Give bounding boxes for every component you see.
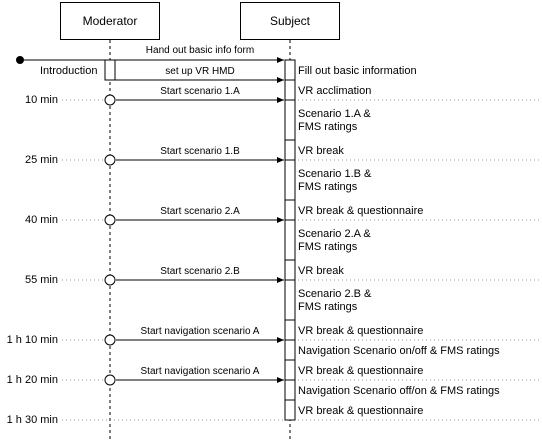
subject-activity-label: Scenario 2.A & FMS ratings xyxy=(298,228,371,253)
subject-activity-label: VR acclimation xyxy=(298,85,372,97)
subject-activation-bars xyxy=(284,59,296,421)
moderator-label: Moderator xyxy=(82,14,138,28)
subject-activity-label: VR break & questionnaire xyxy=(298,405,424,417)
subject-activity-label: VR break xyxy=(298,265,344,277)
timestamp-label: 55 min xyxy=(24,274,58,286)
intro-message-2-label: set up VR HMD xyxy=(165,66,235,77)
subject-activity-label: VR break & questionnaire xyxy=(298,365,424,377)
subject-activity-label: Navigation Scenario on/off & FMS ratings xyxy=(298,345,500,357)
timestamp-label: 1 h 20 min xyxy=(6,374,58,386)
message-label: Start scenario 2.A xyxy=(160,206,240,217)
subject-activity-label: Fill out basic information xyxy=(298,65,417,77)
subject-activity-label: VR break & questionnaire xyxy=(298,205,424,217)
message-label: Start scenario 1.A xyxy=(160,86,240,97)
intro-label: Introduction xyxy=(40,65,98,77)
timestamp-label: 40 min xyxy=(24,214,58,226)
timestamp-label: 25 min xyxy=(24,154,58,166)
subject-label: Subject xyxy=(269,14,311,28)
timed-message-arrows xyxy=(104,94,284,386)
subject-activity-label: Scenario 1.A & FMS ratings xyxy=(298,108,371,133)
subject-participant-box: Subject xyxy=(240,2,340,40)
timestamp-label: 10 min xyxy=(24,94,58,106)
moderator-activation-bar xyxy=(104,59,116,81)
subject-activity-label: Scenario 1.B & FMS ratings xyxy=(298,168,372,193)
message-label: Start navigation scenario A xyxy=(140,326,260,337)
subject-activity-label: Navigation Scenario off/on & FMS ratings xyxy=(298,385,500,397)
message-label: Start scenario 2.B xyxy=(160,266,240,277)
timestamp-label: 1 h 10 min xyxy=(6,334,58,346)
subject-activity-label: Scenario 2.B & FMS ratings xyxy=(298,288,372,313)
message-label: Start navigation scenario A xyxy=(140,366,260,377)
message-label: Start scenario 1.B xyxy=(160,146,240,157)
moderator-participant-box: Moderator xyxy=(60,2,160,40)
subject-activity-label: VR break xyxy=(298,145,344,157)
timestamp-label: 1 h 30 min xyxy=(6,414,58,426)
subject-activity-label: VR break & questionnaire xyxy=(298,325,424,337)
intro-message-1-label: Hand out basic info form xyxy=(145,45,255,56)
